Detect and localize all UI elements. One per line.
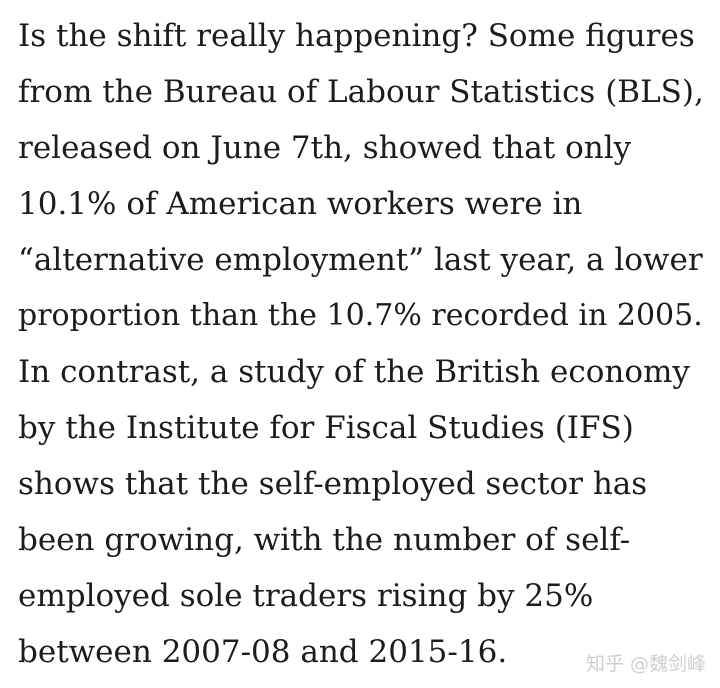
text-line: employed sole traders rising by 25% [18,578,594,614]
text-line: shows that the self-employed sector has [18,466,648,502]
text-line: between 2007-08 and 2015-16. [18,634,508,670]
text-line: from the Bureau of Labour Statistics (BL… [18,74,704,110]
text-line: proportion than the 10.7% recorded in 20… [18,298,703,333]
text-line: by the Institute for Fiscal Studies (IFS… [18,410,634,446]
text-line: In contrast, a study of the British econ… [18,354,690,390]
watermark-author: @魏剑峰 [629,653,706,675]
text-line: released on June 7th, showed that only [18,130,632,166]
text-line: 10.1% of American workers were in [18,186,583,222]
article-paragraph: Is the shift really happening? Some figu… [18,8,708,680]
watermark: 知乎 @魏剑峰 [586,649,706,676]
text-line: “alternative employment” last year, a lo… [18,242,703,278]
watermark-site: 知乎 [585,653,624,675]
text-line: been growing, with the number of self- [18,522,631,558]
text-line: Is the shift really happening? Some figu… [18,18,695,54]
